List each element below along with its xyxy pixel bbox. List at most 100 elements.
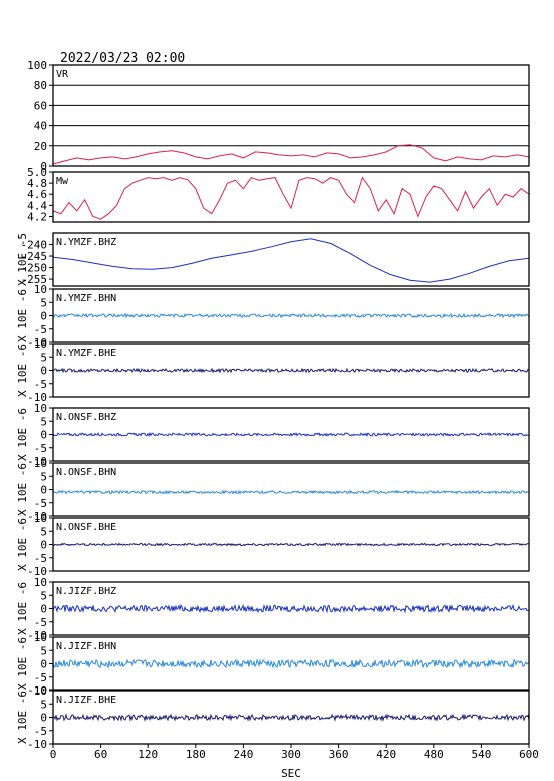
y-axis-unit-label: X 10E -6 xyxy=(16,582,29,635)
y-axis-unit-label: X 10E -6 xyxy=(16,408,29,461)
series-line xyxy=(52,238,530,283)
y-tick-label: 80 xyxy=(34,79,47,92)
panel-label: N.YMZF.BHN xyxy=(56,293,116,304)
panel-label: N.ONSF.BHZ xyxy=(56,412,116,423)
y-axis-unit-label: X 10E -6 xyxy=(16,344,29,397)
series-line xyxy=(52,489,530,495)
y-tick-label: 5 xyxy=(40,351,47,364)
y-tick-label: -10 xyxy=(27,336,47,349)
y-axis-unit-label: X 10E -6 xyxy=(16,289,29,342)
y-tick-label: -5 xyxy=(34,671,47,684)
y-tick-label: -10 xyxy=(27,738,47,751)
y-tick-label: 0 xyxy=(40,539,47,552)
panel-label: N.YMZF.BHZ xyxy=(56,237,116,248)
panel-frame xyxy=(52,462,530,517)
y-tick-label: -255 xyxy=(21,273,48,286)
y-tick-label: 100 xyxy=(27,59,47,72)
y-tick-label: 4.4 xyxy=(27,199,47,212)
y-axis-unit-label: X 10E -6 xyxy=(16,637,29,690)
y-tick-label: 5 xyxy=(40,644,47,657)
series-line xyxy=(52,176,530,220)
x-axis-label: SEC xyxy=(281,767,301,780)
y-tick-label: -5 xyxy=(34,323,47,336)
y-tick-label: 5.0 xyxy=(27,166,47,179)
x-tick-label: 540 xyxy=(471,748,491,761)
x-tick-label: 60 xyxy=(94,748,107,761)
chart-datetime: 2022/03/23 02:00 xyxy=(60,51,185,66)
y-tick-label: -10 xyxy=(27,565,47,578)
x-tick-label: 600 xyxy=(519,748,539,761)
y-axis-unit-label: X 10E -6 xyxy=(16,518,29,571)
y-tick-label: 10 xyxy=(34,576,47,589)
y-tick-label: -5 xyxy=(34,497,47,510)
y-tick-label: -5 xyxy=(34,442,47,455)
y-tick-label: 0 xyxy=(40,160,47,173)
y-tick-label: 10 xyxy=(34,512,47,525)
y-tick-label: 0 xyxy=(40,484,47,497)
y-tick-label: -10 xyxy=(27,455,47,468)
series-line xyxy=(52,603,530,614)
panel-label: N.JIZF.BHN xyxy=(56,641,116,652)
panel-n-onsf-bhz: N.ONSF.BHZ 10 50-5-10X 10E -6 xyxy=(16,402,530,468)
panel-label: N.YMZF.BHE xyxy=(56,348,116,359)
x-tick-label: 480 xyxy=(424,748,444,761)
y-tick-label: 4.6 xyxy=(27,188,47,201)
panel-mw: Mw 5.04.84.64.44.2 xyxy=(27,166,530,223)
y-tick-label: -5 xyxy=(34,378,47,391)
y-tick-label: 10 xyxy=(34,283,47,296)
y-tick-label: -10 xyxy=(27,629,47,642)
y-tick-label: -5 xyxy=(34,552,47,565)
x-tick-label: 120 xyxy=(138,748,158,761)
panel-vr: VR 100 80 60 40 20 0 xyxy=(27,59,530,173)
panel-frame xyxy=(52,64,530,167)
y-tick-label: 5 xyxy=(40,470,47,483)
x-tick-label: 0 xyxy=(50,748,57,761)
panel-label: N.JIZF.BHZ xyxy=(56,586,116,597)
y-tick-label: 0 xyxy=(40,603,47,616)
x-tick-label: 240 xyxy=(233,748,253,761)
x-axis: 0 60 120 180 240 300 360 420 480 540 600 xyxy=(50,744,539,761)
x-tick-label: 300 xyxy=(281,748,301,761)
panel-frame xyxy=(52,171,530,223)
panel-frame xyxy=(52,690,530,745)
y-axis-unit-label: X 10E -6 xyxy=(16,691,29,744)
series-line xyxy=(52,367,530,374)
y-tick-label: -245 xyxy=(21,250,48,263)
y-tick-label: 0 xyxy=(40,429,47,442)
y-tick-label: 20 xyxy=(34,140,47,153)
y-tick-label: 10 xyxy=(34,457,47,470)
y-axis-unit-label: X 10E -5 xyxy=(16,233,29,286)
y-tick-label: 60 xyxy=(34,99,47,112)
y-tick-label: 5 xyxy=(40,296,47,309)
series-line xyxy=(52,713,530,722)
y-tick-label: -10 xyxy=(27,391,47,404)
series-line xyxy=(52,144,530,165)
series-line xyxy=(52,312,530,319)
y-tick-label: 10 xyxy=(34,631,47,644)
y-tick-label: 10 xyxy=(34,338,47,351)
y-tick-label: -10 xyxy=(27,684,47,697)
y-tick-label: -240 xyxy=(21,239,48,252)
y-tick-label: 5 xyxy=(40,589,47,602)
panel-label: Mw xyxy=(56,176,69,187)
panel-label: N.ONSF.BHE xyxy=(56,522,116,533)
y-tick-label: 0 xyxy=(40,712,47,725)
series-line xyxy=(52,542,530,547)
y-tick-label: 5 xyxy=(40,415,47,428)
series-line xyxy=(52,658,530,670)
panel-label: N.ONSF.BHN xyxy=(56,467,116,478)
y-tick-label: 5 xyxy=(40,525,47,538)
y-tick-label: 4.8 xyxy=(27,177,47,190)
chart-panels: VR100806040200Mw5.04.84.64.44.2N.YMZF.BH… xyxy=(16,59,530,751)
y-axis-unit-label: X 10E -6 xyxy=(16,463,29,516)
y-tick-label: 0 xyxy=(40,310,47,323)
